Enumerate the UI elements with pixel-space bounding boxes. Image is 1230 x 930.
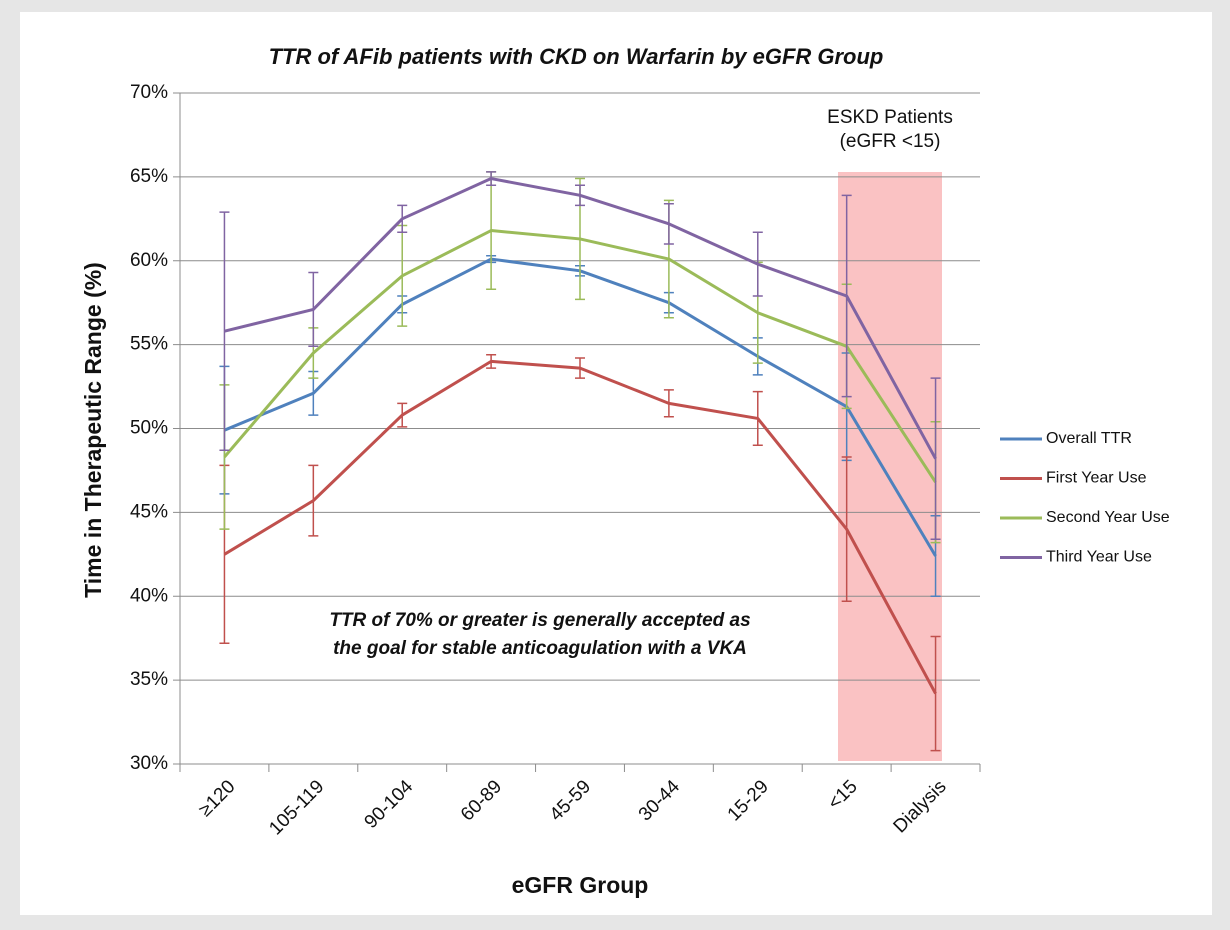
x-axis-title: eGFR Group <box>512 872 649 898</box>
y-tick-label: 45% <box>130 501 168 522</box>
y-tick-label: 35% <box>130 669 168 690</box>
legend-label: First Year Use <box>1046 470 1147 487</box>
note: the goal for stable anticoagulation with… <box>333 638 747 659</box>
series-line <box>223 229 937 484</box>
legend-label: Second Year Use <box>1046 509 1170 526</box>
y-tick-label: 55% <box>130 334 168 355</box>
legend-label: Overall TTR <box>1046 430 1132 447</box>
error-bar <box>930 635 941 752</box>
series-line <box>223 359 937 695</box>
chart-title: TTR of AFib patients with CKD on Warfari… <box>269 44 884 69</box>
y-tick-label: 50% <box>130 418 168 439</box>
y-tick-label: 65% <box>130 166 168 187</box>
card <box>20 12 1212 915</box>
y-tick-label: 70% <box>130 82 168 103</box>
y-tick-label: 40% <box>130 585 168 606</box>
error-bar <box>930 377 941 540</box>
y-tick-label: 60% <box>130 250 168 271</box>
series-line <box>224 177 937 460</box>
y-axis-title: Time in Therapeutic Range (%) <box>80 262 106 598</box>
note: TTR of 70% or greater is generally accep… <box>329 610 750 631</box>
annotation: ESKD Patients <box>827 107 953 128</box>
legend-label: Third Year Use <box>1046 549 1152 566</box>
error-bar <box>219 211 230 452</box>
annotation: (eGFR <15) <box>840 131 941 152</box>
y-tick-label: 30% <box>130 753 168 774</box>
